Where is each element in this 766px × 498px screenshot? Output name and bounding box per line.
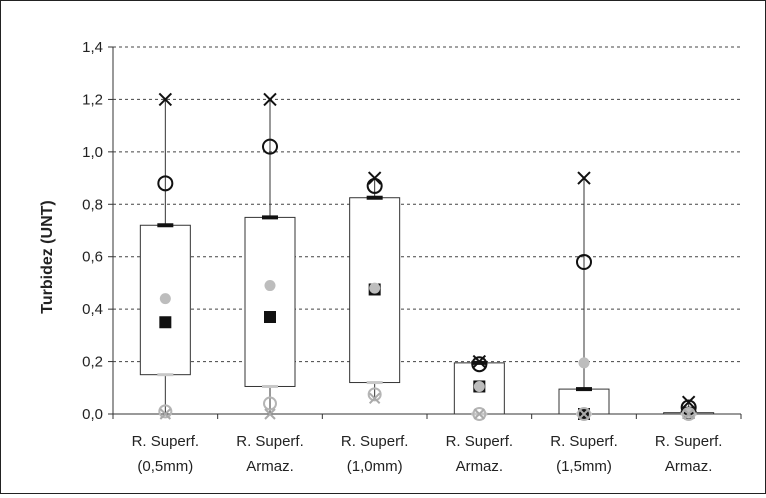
max-marker <box>263 92 277 107</box>
min-marker <box>473 408 486 420</box>
min-marker <box>682 408 695 420</box>
max-marker <box>367 171 382 185</box>
category-label: R. Superf. <box>132 433 200 450</box>
y-tick-label: 0,6 <box>82 249 103 266</box>
box-group <box>244 92 296 420</box>
category-label: (1,0mm) <box>347 458 403 475</box>
category-label: Armaz. <box>246 458 294 475</box>
category-label: Armaz. <box>665 458 713 475</box>
p10-marker <box>263 396 277 411</box>
q1-marker <box>366 381 383 385</box>
category-label: R. Superf. <box>655 433 723 450</box>
q1-marker <box>262 384 278 388</box>
box-group <box>139 92 191 420</box>
median-marker <box>264 280 276 292</box>
category-labels: R. Superf. (0,5mm) R. Superf. Armaz. R. Supe… <box>132 433 723 475</box>
mean-marker <box>264 311 276 324</box>
y-tick-label: 1,2 <box>82 91 103 108</box>
axes: 0,0 0,2 0,4 0,6 0,8 1,0 1,2 1,4 <box>82 39 742 423</box>
category-label: (1,5mm) <box>556 458 612 475</box>
max-marker <box>577 171 591 185</box>
box <box>244 216 296 387</box>
y-axis-label: Turbidez (UNT) <box>39 200 56 313</box>
y-tick-label: 0,8 <box>82 196 103 213</box>
min-marker <box>368 392 381 404</box>
y-tick-label: 1,0 <box>82 144 103 161</box>
category-label: R. Superf. <box>341 433 409 450</box>
category-label: R. Superf. <box>550 433 618 450</box>
category-label: Armaz. <box>456 458 504 475</box>
y-tick-label: 0,2 <box>82 354 103 371</box>
median-marker <box>369 282 381 294</box>
category-label: R. Superf. <box>236 433 304 450</box>
min-marker <box>578 408 590 420</box>
category-label: R. Superf. <box>446 433 514 450</box>
box-group <box>349 171 401 404</box>
boxes <box>139 92 715 421</box>
p90-marker <box>471 356 488 373</box>
mean-marker <box>159 316 172 329</box>
p10-marker <box>367 387 382 402</box>
median-marker <box>473 380 485 392</box>
category-label: (0,5mm) <box>137 458 193 475</box>
p10-marker <box>158 404 173 419</box>
y-tick-label: 1,4 <box>82 39 103 56</box>
q1-marker <box>157 373 174 377</box>
q3-marker <box>576 387 592 392</box>
box-group <box>453 354 505 421</box>
max-marker <box>681 395 696 409</box>
p90-marker <box>157 175 174 192</box>
p10-marker <box>577 407 591 421</box>
median-marker <box>578 357 590 369</box>
box-group <box>663 395 715 421</box>
y-tick-label: 0,0 <box>82 406 103 423</box>
median-marker <box>159 293 171 305</box>
p10-marker <box>681 407 696 421</box>
y-tick-label: 0,4 <box>82 301 103 318</box>
min-marker <box>159 408 172 420</box>
p90-marker <box>262 138 278 155</box>
max-marker <box>158 92 173 107</box>
max-marker <box>472 354 487 369</box>
q3-marker <box>157 223 174 228</box>
q3-marker <box>262 215 278 220</box>
p90-marker <box>576 253 592 270</box>
q3-marker <box>366 195 383 200</box>
gridlines <box>113 46 741 363</box>
min-marker <box>264 408 276 420</box>
box-group <box>558 171 610 421</box>
p10-marker <box>472 407 487 421</box>
